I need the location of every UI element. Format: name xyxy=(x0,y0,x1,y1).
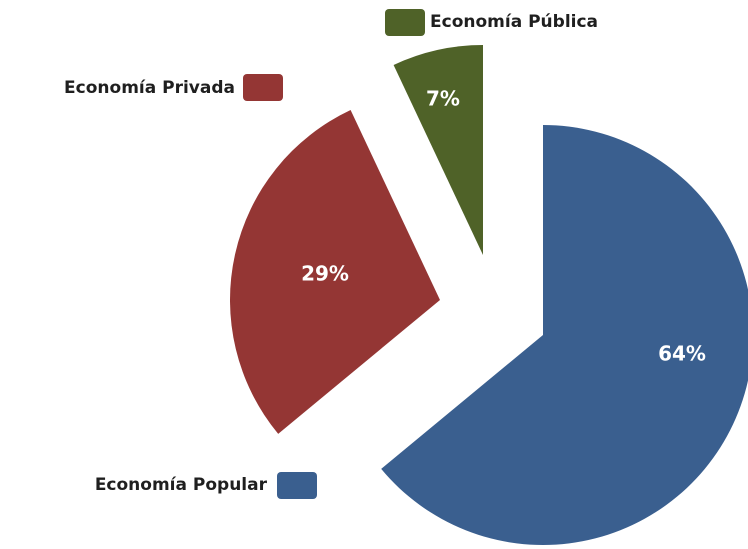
pie-slice xyxy=(393,45,483,255)
legend-swatch xyxy=(277,472,317,499)
legend-swatch xyxy=(385,9,425,36)
legend-label: Economía Pública xyxy=(430,12,598,32)
pie-slice xyxy=(230,109,440,434)
legend-swatch xyxy=(243,74,283,101)
slice-label: 7% xyxy=(426,87,460,111)
pie-slice xyxy=(381,125,748,545)
slice-label: 29% xyxy=(301,262,349,286)
slice-label: 64% xyxy=(658,342,706,366)
legend-label: Economía Popular xyxy=(95,475,268,495)
legend-label: Economía Privada xyxy=(64,78,235,98)
